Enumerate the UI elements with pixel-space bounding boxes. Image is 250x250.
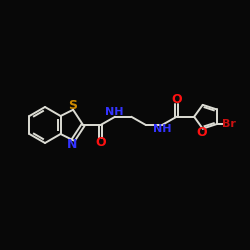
- Text: NH: NH: [153, 124, 172, 134]
- Text: NH: NH: [105, 107, 124, 117]
- Text: O: O: [95, 136, 106, 148]
- Text: Br: Br: [222, 119, 236, 129]
- Text: O: O: [196, 126, 207, 139]
- Text: N: N: [67, 138, 77, 151]
- Text: S: S: [68, 99, 78, 112]
- Text: O: O: [171, 93, 182, 106]
